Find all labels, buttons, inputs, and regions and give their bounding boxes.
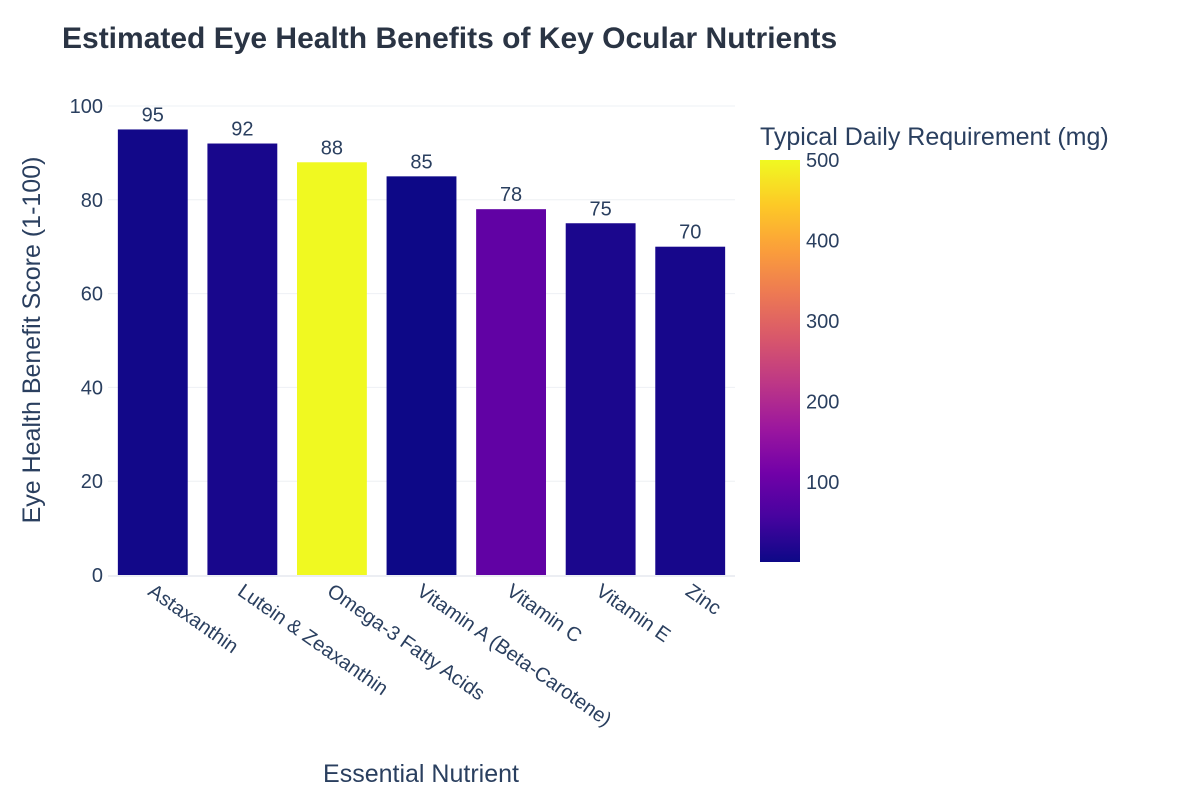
bar-value-label: 95: [142, 104, 164, 126]
y-tick-label: 60: [81, 284, 103, 306]
y-tick-label: 0: [92, 565, 103, 587]
colorbar-ticks: 100 200 300 400 500: [806, 150, 839, 494]
bar: [207, 143, 278, 575]
data-labels: 95 92 88 85 78 75 70: [142, 104, 702, 243]
bar: [565, 223, 636, 575]
x-tick-label: Astaxanthin: [144, 580, 242, 658]
bar-value-label: 92: [231, 119, 253, 141]
colorbar-tick-label: 200: [806, 392, 839, 414]
bar-value-label: 85: [410, 151, 432, 173]
x-tick-label: Zinc: [681, 580, 725, 620]
y-tick-label: 80: [81, 190, 103, 212]
colorbar-tick-label: 100: [806, 472, 839, 494]
bar: [476, 209, 547, 575]
y-tick-label: 40: [81, 377, 103, 399]
bar-value-label: 75: [590, 198, 612, 220]
bar: [296, 162, 367, 575]
chart-title: Estimated Eye Health Benefits of Key Ocu…: [62, 22, 838, 55]
bar-value-label: 70: [679, 222, 701, 244]
x-tick-label: Vitamin C: [502, 580, 585, 648]
colorbar-tick-label: 300: [806, 311, 839, 333]
colorbar-tick-label: 500: [806, 150, 839, 172]
colorbar-tick-label: 400: [806, 231, 839, 253]
colorbar-gradient: [760, 160, 800, 562]
x-tick-label: Vitamin E: [592, 580, 674, 647]
bar-value-label: 88: [321, 137, 343, 159]
bar-value-label: 78: [500, 184, 522, 206]
y-tick-label: 100: [70, 96, 103, 118]
colorbar-title: Typical Daily Requirement (mg): [760, 123, 1109, 151]
x-tick-label: Lutein & Zeaxanthin: [233, 580, 391, 700]
y-axis-ticks: 0 20 40 60 80 100: [70, 96, 103, 587]
x-axis-title: Essential Nutrient: [323, 760, 519, 788]
x-tick-label: Omega-3 Fatty Acids: [323, 580, 489, 705]
y-tick-label: 20: [81, 471, 103, 493]
bar: [386, 176, 457, 575]
y-axis-title: Eye Health Benefit Score (1-100): [18, 157, 46, 524]
bars: [117, 129, 726, 575]
colorbar: Typical Daily Requirement (mg) 100 200 300…: [760, 123, 1109, 562]
bar: [655, 246, 726, 575]
bar: [117, 129, 188, 575]
